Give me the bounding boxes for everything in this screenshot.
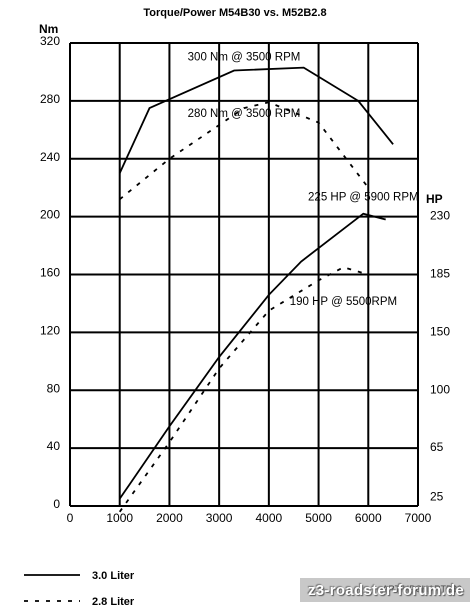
annotation-3: 225 HP @ 5900 RPM [308,192,419,204]
x-tick-label-3000: 3000 [206,511,233,525]
y-right-tick-label-25: 25 [430,489,444,503]
x-tick-label-2000: 2000 [156,511,183,525]
y-right-tick-label-100: 100 [430,382,450,396]
y-left-tick-label-320: 320 [40,34,60,48]
y-left-tick-label-160: 160 [40,266,60,280]
y-right-tick-label-65: 65 [430,440,444,454]
series-lines [118,66,394,513]
right-axis-unit: HP [426,192,443,206]
annotations: 300 Nm @ 3500 RPM 280 Nm @ 3500 RPM 225 HP… [188,51,419,308]
annotation-2: 280 Nm @ 3500 RPM [188,108,301,120]
y-left-tick-label-80: 80 [47,381,61,395]
x-tick-label-7000: 7000 [405,511,432,525]
y-left-tick-label-40: 40 [47,439,61,453]
y-left-tick-label-200: 200 [40,208,60,222]
y-right-tick-label-150: 150 [430,324,450,338]
y-right-tick-label-230: 230 [430,209,450,223]
watermark-banner: ART-HPCHARTB30 z3-roadster-forum.de [299,578,470,602]
series-line-power-3-0-liter [118,212,386,500]
y-left-tick-label-240: 240 [40,150,60,164]
left-axis-unit: Nm [39,22,58,36]
x-tick-label-1000: 1000 [106,511,133,525]
y-right-tick-label-185: 185 [430,267,450,281]
annotation-4: 190 HP @ 5500RPM [290,296,397,308]
tick-labels: 0 1000 2000 3000 4000 5000 6000 7000 0 40 80 120 160… [40,34,450,525]
y-left-tick-label-0: 0 [53,497,60,511]
legend: 3.0 Liter 2.8 Liter [24,570,135,608]
x-tick-label-4000: 4000 [256,511,283,525]
watermark-site-name: z3-roadster-forum.de [307,581,464,599]
x-tick-label-5000: 5000 [305,511,332,525]
legend-label-2: 2.8 Liter [92,596,135,608]
annotation-1: 300 Nm @ 3500 RPM [188,51,301,63]
series-line-torque-2-8-liter [119,101,370,200]
y-left-tick-label-120: 120 [40,323,60,337]
chart-title: Torque/Power M54B30 vs. M52B2.8 [143,7,326,19]
y-left-tick-label-280: 280 [40,92,60,106]
x-tick-label-0: 0 [67,511,74,525]
series-line-torque-3-0-liter [118,66,394,174]
chart-reference-code: ART-HPCHARTB30 [382,584,462,594]
legend-label-1: 3.0 Liter [92,570,135,582]
x-tick-label-6000: 6000 [355,511,382,525]
